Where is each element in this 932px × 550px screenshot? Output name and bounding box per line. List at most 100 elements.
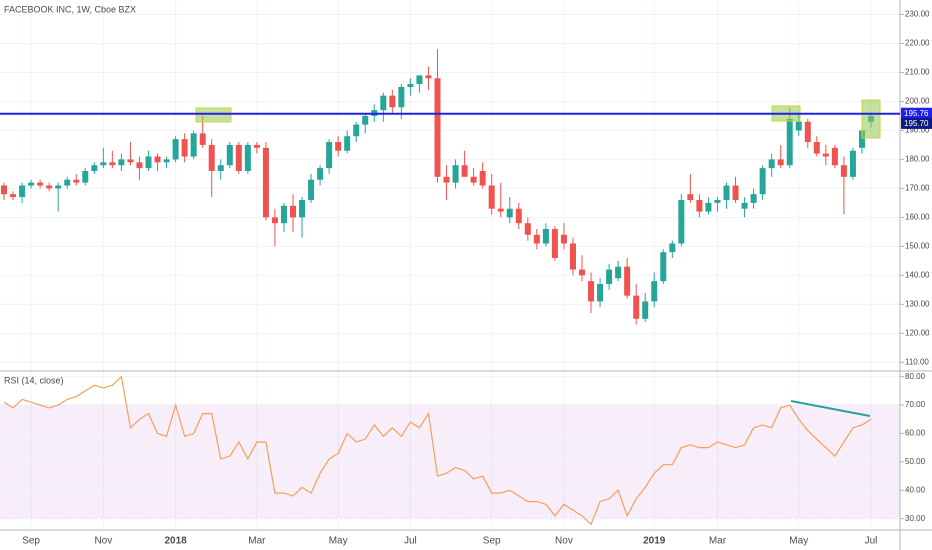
highlight-box [195,107,232,123]
candle-body [804,121,811,143]
candle-body [633,295,640,319]
trend-line [790,400,871,417]
candle-body [831,147,838,166]
candle-body [344,136,351,151]
candle-body [741,202,748,209]
y-tick-label: 210.00 [905,68,930,77]
indicator-title: RSI (14, close) [4,375,64,385]
candle-body [290,205,296,218]
candle-body [1,185,7,195]
y-tick-label: 120.00 [905,328,930,337]
candle-body [651,281,658,302]
y-tick-label: 160.00 [905,212,930,221]
candle-body [551,228,558,258]
candle-body [642,301,649,319]
candle-body [37,182,44,186]
candle-body [82,171,89,183]
candle-body [506,208,513,218]
x-tick-label: May [329,536,348,547]
candle-body [55,185,62,189]
x-tick-label: Nov [555,536,573,547]
candle-body [579,269,585,276]
price-label: 195.76 [904,109,929,118]
y-tick-label: 60.00 [905,429,926,438]
candle-body [452,165,459,183]
y-tick-label: 70.00 [905,400,926,409]
candle-body [588,281,595,302]
x-tick-label: Mar [248,536,266,547]
candle-body [750,194,757,203]
candle-body [335,142,342,151]
y-tick-label: 200.00 [905,97,930,106]
candle-body [46,185,53,189]
candle-body [849,150,856,177]
candle-body [705,202,712,212]
candle-body [353,124,360,137]
candle-body [172,139,179,160]
candle-body [813,142,820,154]
candle-body [271,217,278,224]
candle-body [10,194,17,198]
candle-body [768,159,775,169]
candle-body [28,182,35,186]
candle-body [416,75,423,85]
candle-body [461,165,468,177]
candle-body [145,156,152,169]
y-tick-label: 180.00 [905,155,930,164]
candle-body [569,243,576,270]
candle-body [560,234,567,244]
highlight-box [861,99,881,139]
candle-body [64,179,71,186]
candle-body [136,162,143,169]
overlay: Sep Nov 2018 Mar May Jul Sep Nov 2019 Mar May Jul 11… [0,10,932,547]
candle-body [326,142,333,169]
candle-body [244,144,251,172]
x-tick-label: 2019 [643,536,666,547]
candle-body [795,121,802,131]
candle-body [190,133,197,157]
candle-body [488,185,495,209]
candle-body [163,159,170,163]
candle-body [317,168,324,180]
candle-body [199,133,206,145]
candle-body [777,159,784,166]
candle-body [524,223,531,235]
x-tick-label: Jul [404,536,417,547]
candle-body [669,243,676,253]
candle-body [786,118,793,166]
candle-body [732,185,739,200]
candle-body [687,194,694,200]
candle-body [73,179,80,183]
y-tick-label: 150.00 [905,241,930,250]
candle-body [425,75,432,79]
candle-body [299,199,306,218]
candle-body [226,144,233,166]
candle-body [542,228,549,244]
candle-body [109,162,116,166]
candle-body [624,266,631,296]
grid [0,0,900,530]
candle-body [470,176,477,183]
last-price-label: 195.70 [904,119,929,128]
candle-body [280,205,287,224]
candle-body [154,156,161,163]
x-tick-label: Nov [94,536,112,547]
candle-body [678,199,685,244]
candle-body [515,208,522,224]
candle-body [362,115,369,125]
candle-body [615,266,622,279]
candle-body [407,84,414,87]
y-tick-label: 110.00 [905,357,929,366]
x-tick-label: Sep [22,536,40,547]
candle-body [497,208,504,212]
y-tick-label: 220.00 [905,39,930,48]
y-tick-label: 140.00 [905,270,930,279]
candle-body [100,162,107,166]
y-tick-label: 170.00 [905,184,930,193]
candle-body [91,165,98,172]
candle-body [606,269,613,285]
candle-body [858,130,865,148]
y-tick-label: 230.00 [905,10,930,19]
